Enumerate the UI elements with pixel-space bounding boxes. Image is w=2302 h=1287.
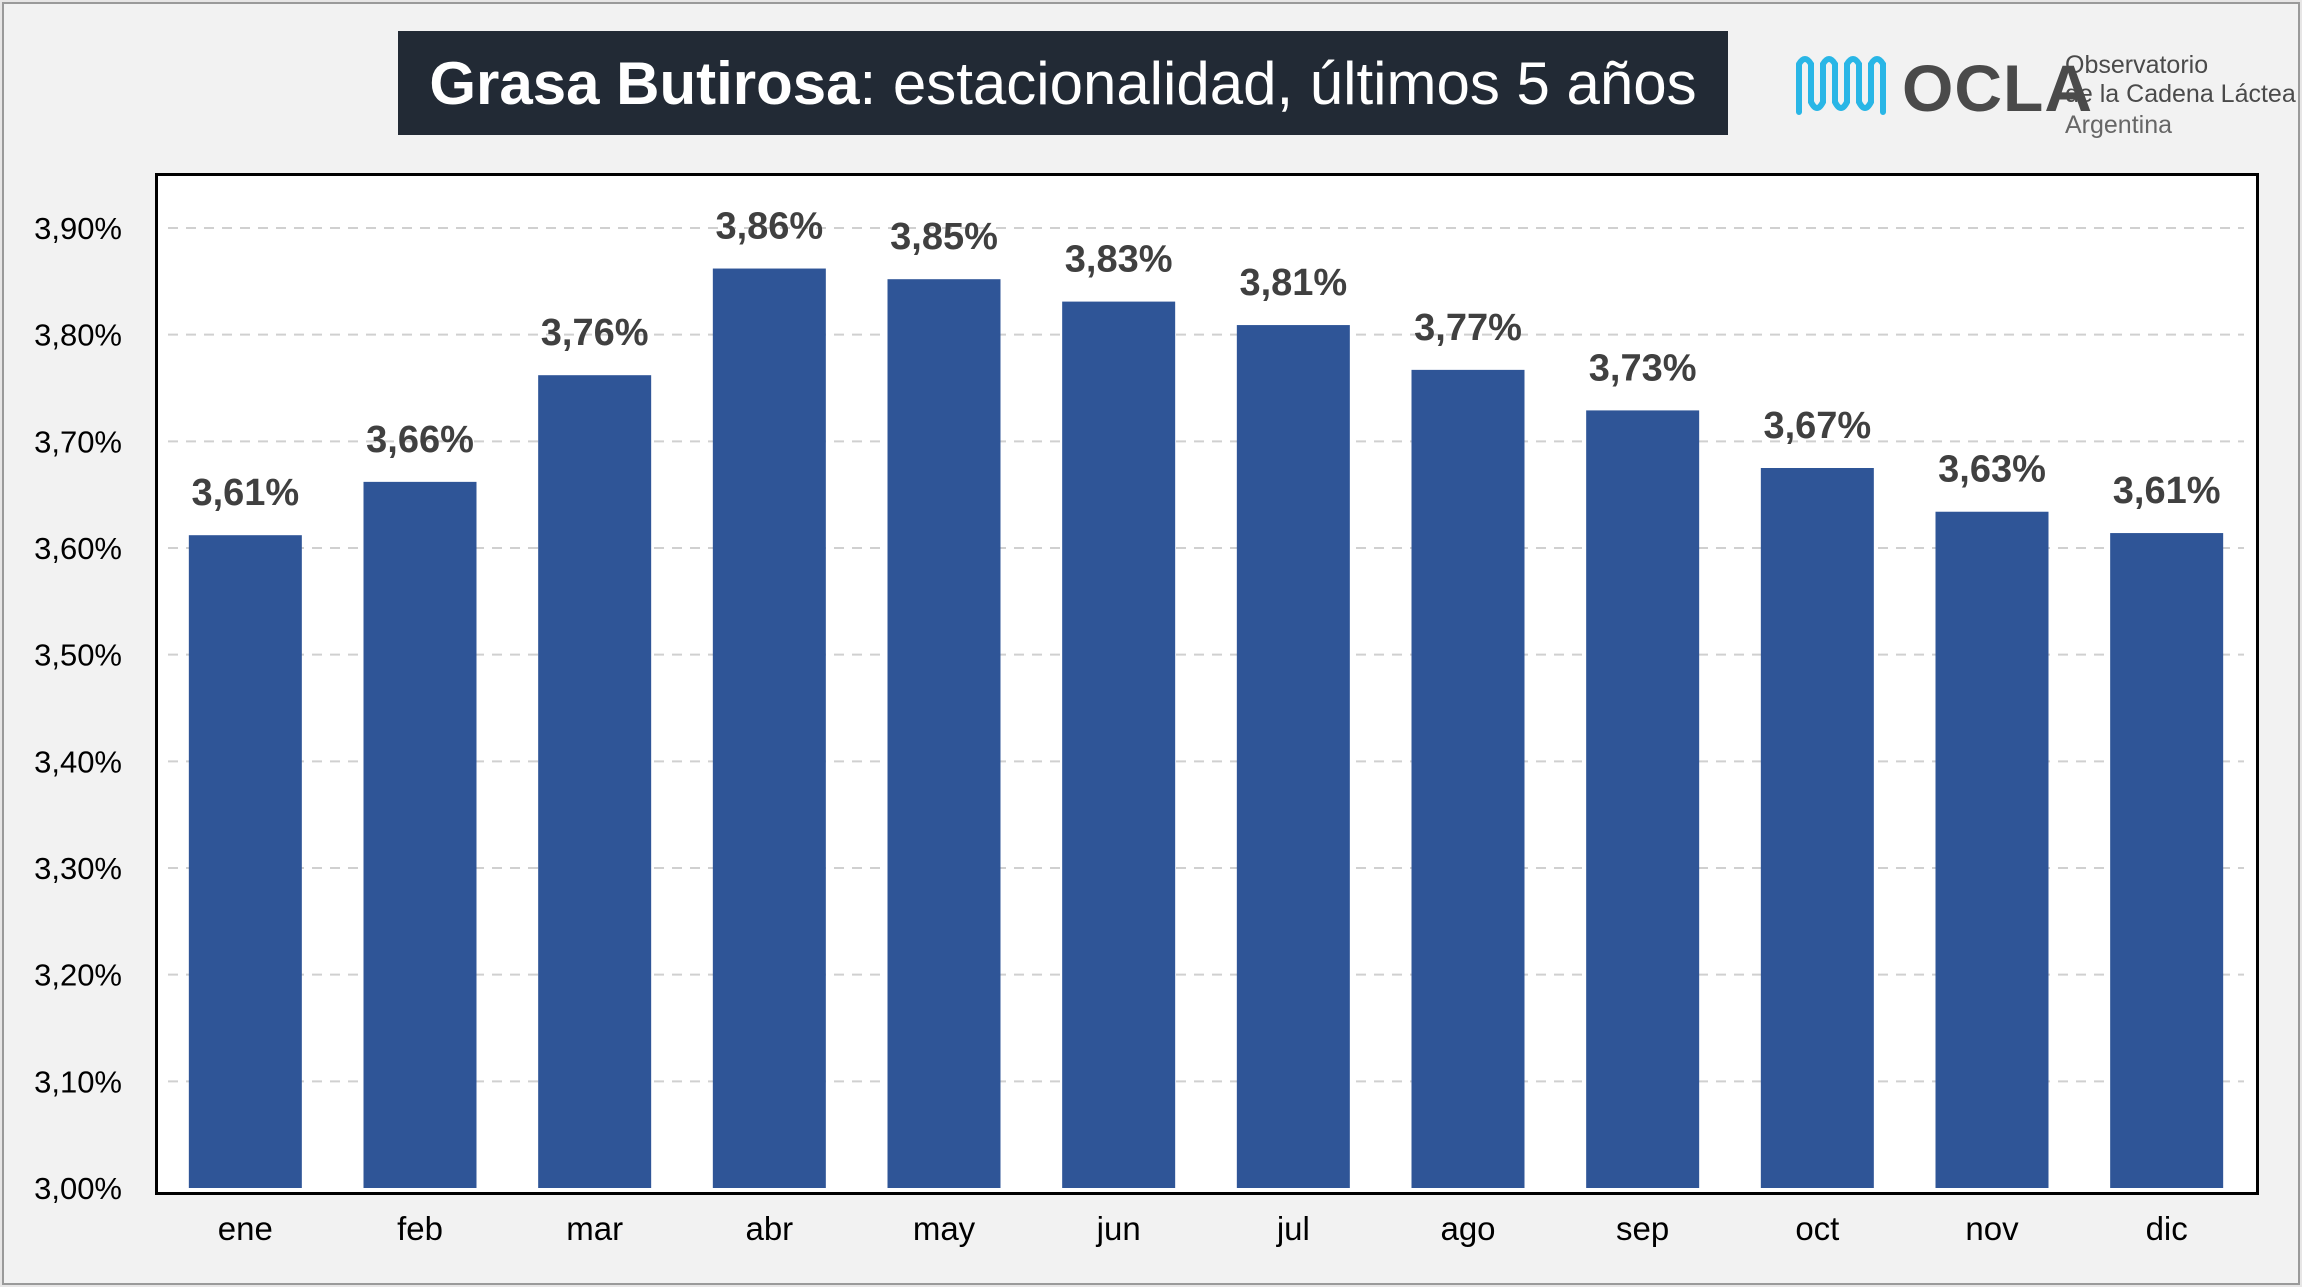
- data-label: 3,86%: [715, 206, 823, 248]
- bar: [887, 279, 1001, 1188]
- y-tick-label: 3,00%: [34, 1171, 122, 1206]
- x-tick-label: dic: [2146, 1210, 2188, 1247]
- data-label: 3,85%: [890, 216, 998, 258]
- y-tick-label: 3,70%: [34, 424, 122, 459]
- data-label: 3,77%: [1414, 307, 1522, 349]
- data-label: 3,61%: [2113, 470, 2221, 512]
- y-tick-label: 3,20%: [34, 958, 122, 993]
- y-tick-label: 3,60%: [34, 531, 122, 566]
- bar: [363, 481, 477, 1188]
- data-label: 3,83%: [1065, 239, 1173, 281]
- ocla-logo: OCLA Observatorio de la Cadena Láctea Ar…: [1795, 44, 2296, 144]
- bar: [1935, 511, 2049, 1188]
- data-label: 3,61%: [191, 472, 299, 514]
- x-tick-label: nov: [1965, 1210, 2019, 1247]
- x-tick-label: may: [913, 1210, 976, 1247]
- bar: [188, 535, 302, 1188]
- logo-line-2: de la Cadena Láctea: [2065, 80, 2296, 108]
- bar: [712, 268, 826, 1188]
- logo-line-1: Observatorio: [2065, 51, 2209, 79]
- y-tick-label: 3,10%: [34, 1064, 122, 1099]
- chart-title: Grasa Butirosa: estacionalidad, últimos …: [398, 31, 1728, 135]
- bar: [1411, 369, 1525, 1188]
- x-tick-label: abr: [745, 1210, 793, 1247]
- y-tick-label: 3,90%: [34, 211, 122, 246]
- data-label: 3,67%: [1763, 405, 1871, 447]
- x-tick-label: jun: [1096, 1210, 1141, 1247]
- x-tick-label: mar: [566, 1210, 623, 1247]
- title-bold-part: Grasa Butirosa: [429, 49, 860, 117]
- bar: [1062, 301, 1176, 1189]
- logo-wordmark: OCLA: [1902, 51, 2093, 125]
- y-tick-label: 3,30%: [34, 851, 122, 886]
- x-tick-label: oct: [1795, 1210, 1839, 1247]
- title-rest-part: : estacionalidad, últimos 5 años: [859, 49, 1697, 117]
- x-tick-label: sep: [1616, 1210, 1669, 1247]
- data-label: 3,73%: [1589, 347, 1697, 389]
- y-tick-label: 3,40%: [34, 744, 122, 779]
- bar: [1586, 410, 1700, 1188]
- y-tick-label: 3,80%: [34, 318, 122, 353]
- data-label: 3,76%: [541, 312, 649, 354]
- bar: [1760, 468, 1874, 1188]
- x-tick-label: ago: [1440, 1210, 1495, 1247]
- bar: [538, 375, 652, 1188]
- plot-area: [155, 173, 2259, 1195]
- logo-line-3: Argentina: [2065, 111, 2173, 139]
- bar: [1236, 325, 1350, 1189]
- y-tick-label: 3,50%: [34, 638, 122, 673]
- x-tick-label: jul: [1276, 1210, 1310, 1247]
- wave-icon: [1796, 56, 1886, 115]
- x-tick-label: ene: [218, 1210, 273, 1247]
- data-label: 3,66%: [366, 419, 474, 461]
- bar: [2110, 533, 2224, 1188]
- data-label: 3,81%: [1239, 262, 1347, 304]
- data-label: 3,63%: [1938, 449, 2046, 491]
- x-tick-label: feb: [397, 1210, 443, 1247]
